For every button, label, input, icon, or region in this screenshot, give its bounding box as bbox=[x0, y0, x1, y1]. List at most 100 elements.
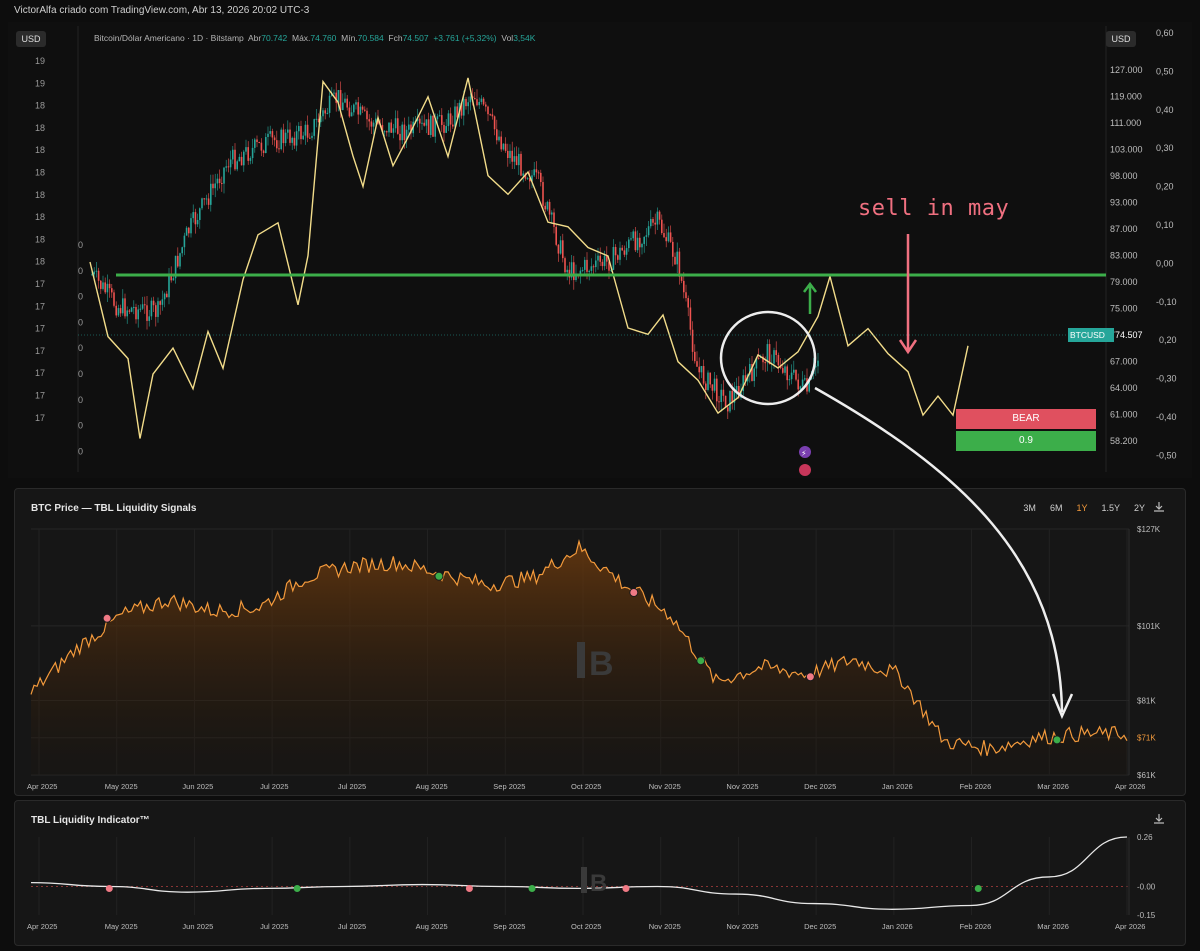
left-scale2-tick: 0 bbox=[78, 240, 83, 250]
candle-body bbox=[641, 243, 643, 248]
candle-body bbox=[328, 95, 331, 113]
candle-body bbox=[353, 104, 355, 113]
candle-body bbox=[291, 137, 293, 143]
candle-body bbox=[586, 259, 588, 272]
candle-body bbox=[113, 292, 115, 306]
candle-body bbox=[278, 148, 280, 150]
candle-body bbox=[115, 305, 117, 316]
candle-body bbox=[751, 364, 753, 381]
up-arrow-icon bbox=[803, 281, 817, 314]
price-line bbox=[30, 539, 1128, 757]
candle-body bbox=[273, 137, 276, 141]
candle-body bbox=[161, 299, 164, 305]
tradingview-chart[interactable]: 19 19 18 18 18 18 18 18 18 18 17 17 17 17 17 17 17 0 0 0 0 0 0… bbox=[8, 22, 1192, 478]
candle-body bbox=[159, 301, 161, 305]
candle-body bbox=[427, 119, 430, 135]
candle-body bbox=[229, 159, 232, 168]
price-scale-tick: 103.000 bbox=[1110, 145, 1143, 155]
candle-body bbox=[562, 240, 564, 259]
candle-body bbox=[491, 114, 494, 117]
candle-body bbox=[592, 266, 595, 268]
candle-body bbox=[786, 366, 788, 381]
range-tab-1y[interactable]: 1Y bbox=[1076, 503, 1088, 513]
candle-body bbox=[454, 106, 456, 127]
download-icon[interactable] bbox=[1153, 813, 1165, 825]
candle-body bbox=[381, 124, 384, 132]
candle-body bbox=[612, 247, 615, 270]
download-icon[interactable] bbox=[1153, 501, 1165, 513]
currency-button-left[interactable]: USD bbox=[16, 31, 46, 47]
candle-body bbox=[482, 98, 485, 105]
candle-body bbox=[801, 379, 804, 387]
osc-scale-tick: 0,10 bbox=[1156, 220, 1174, 230]
candle-body bbox=[227, 166, 230, 168]
candle-body bbox=[124, 298, 126, 317]
price-x-tick: Jan 2026 bbox=[882, 782, 913, 791]
candle-body bbox=[456, 106, 458, 118]
candle-body bbox=[775, 350, 777, 355]
currency-button-right[interactable]: USD bbox=[1106, 31, 1136, 47]
event-lightning-icon bbox=[799, 446, 811, 458]
legend-high-label: Máx. bbox=[291, 33, 311, 43]
candle-body bbox=[815, 366, 817, 368]
candle-body bbox=[722, 389, 725, 396]
candle-body bbox=[403, 124, 406, 141]
left-scale-tick: 17 bbox=[35, 413, 45, 423]
legend-vol: 3,54K bbox=[513, 33, 536, 43]
candle-body bbox=[599, 255, 601, 262]
candle-body bbox=[249, 158, 252, 161]
candle-body bbox=[247, 147, 249, 161]
candle-body bbox=[185, 227, 188, 236]
candle-body bbox=[119, 308, 122, 314]
price-scale-tick: 64.000 bbox=[1110, 383, 1138, 393]
candle-body bbox=[548, 201, 551, 215]
candle-body bbox=[317, 118, 320, 123]
candle-body bbox=[126, 310, 128, 317]
indicator-x-tick: May 2025 bbox=[105, 922, 138, 931]
candle-body bbox=[441, 115, 443, 125]
price-x-tick: Aug 2025 bbox=[416, 782, 448, 791]
candle-body bbox=[238, 156, 241, 162]
indicator-x-tick: Sep 2025 bbox=[493, 922, 525, 931]
range-tab-2y[interactable]: 2Y bbox=[1133, 503, 1145, 513]
candle-body bbox=[705, 383, 707, 390]
candle-body bbox=[639, 237, 641, 248]
candle-body bbox=[584, 259, 586, 270]
price-tag-value: 74.507 bbox=[1115, 328, 1159, 342]
left-scale-tick: 18 bbox=[35, 123, 45, 133]
candle-body bbox=[392, 128, 395, 133]
candle-body bbox=[744, 375, 747, 382]
candle-body bbox=[782, 368, 784, 373]
price-x-tick: Feb 2026 bbox=[960, 782, 992, 791]
candle-body bbox=[520, 153, 522, 176]
candle-body bbox=[623, 250, 626, 255]
candle-body bbox=[636, 237, 639, 251]
watermark-logo bbox=[577, 642, 585, 678]
candle-body bbox=[680, 276, 683, 281]
candle-body bbox=[346, 98, 348, 108]
candle-body bbox=[95, 270, 98, 272]
candle-body bbox=[212, 183, 214, 189]
candle-body bbox=[108, 283, 111, 289]
candle-body bbox=[749, 364, 751, 375]
buy-signal-dot bbox=[974, 884, 982, 892]
candle-body bbox=[196, 219, 199, 225]
left-scale2-tick: 0 bbox=[78, 446, 83, 456]
indicator-x-tick: Mar 2026 bbox=[1037, 922, 1069, 931]
candle-body bbox=[452, 124, 454, 127]
candle-body bbox=[603, 255, 606, 267]
indicator-y-tick: 0.26 bbox=[1137, 833, 1153, 842]
left-scale-tick: 18 bbox=[35, 212, 45, 222]
liquidity-indicator-panel: TBL Liquidity Indicator™ 0.26 -0.00 -0.15 A… bbox=[14, 800, 1186, 946]
legend-close: 74.507 bbox=[402, 33, 429, 43]
osc-scale-tick: -0,20 bbox=[1156, 335, 1177, 345]
candle-body bbox=[702, 366, 705, 384]
range-tab-1-5y[interactable]: 1.5Y bbox=[1101, 503, 1120, 513]
bear-signal-box: BEAR bbox=[956, 409, 1096, 429]
left-scale2-tick: 0 bbox=[78, 421, 83, 431]
candle-body bbox=[177, 255, 179, 267]
candle-body bbox=[465, 98, 467, 107]
candle-body bbox=[408, 124, 410, 130]
candle-body bbox=[487, 106, 489, 115]
candle-body bbox=[394, 118, 397, 129]
